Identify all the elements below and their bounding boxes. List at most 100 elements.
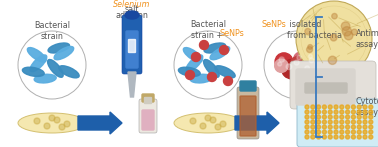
Circle shape: [54, 117, 60, 123]
FancyBboxPatch shape: [297, 99, 378, 147]
Circle shape: [328, 56, 336, 64]
Circle shape: [306, 52, 318, 64]
Circle shape: [59, 124, 65, 130]
Circle shape: [363, 125, 367, 129]
FancyBboxPatch shape: [126, 31, 138, 68]
Circle shape: [301, 6, 367, 72]
Circle shape: [297, 55, 301, 60]
Circle shape: [334, 105, 338, 109]
Ellipse shape: [204, 43, 226, 53]
Circle shape: [328, 110, 332, 114]
FancyBboxPatch shape: [142, 110, 154, 130]
Text: isolated
from bacteria: isolated from bacteria: [287, 20, 342, 40]
Text: SeNPs: SeNPs: [261, 20, 286, 29]
Circle shape: [64, 121, 70, 127]
Text: Bacterial
strain: Bacterial strain: [34, 21, 70, 41]
Circle shape: [363, 110, 367, 114]
Circle shape: [363, 115, 367, 119]
Circle shape: [369, 105, 373, 109]
Circle shape: [344, 31, 353, 40]
Circle shape: [345, 110, 350, 114]
Ellipse shape: [18, 113, 86, 133]
Circle shape: [345, 105, 350, 109]
Circle shape: [317, 110, 321, 114]
Circle shape: [369, 120, 373, 124]
Circle shape: [205, 115, 211, 121]
Circle shape: [334, 120, 338, 124]
Circle shape: [363, 120, 367, 124]
Ellipse shape: [174, 113, 242, 133]
Circle shape: [340, 135, 344, 139]
Circle shape: [363, 105, 367, 109]
Circle shape: [340, 125, 344, 129]
Ellipse shape: [48, 43, 70, 53]
Circle shape: [342, 27, 352, 36]
Circle shape: [345, 125, 350, 129]
Circle shape: [352, 135, 355, 139]
Ellipse shape: [27, 48, 46, 62]
FancyBboxPatch shape: [122, 15, 142, 74]
Circle shape: [317, 105, 321, 109]
FancyBboxPatch shape: [290, 61, 376, 109]
Circle shape: [328, 105, 332, 109]
Circle shape: [190, 118, 196, 124]
Circle shape: [311, 110, 315, 114]
Text: addition: addition: [116, 11, 149, 20]
Circle shape: [311, 130, 315, 134]
Circle shape: [357, 115, 361, 119]
Circle shape: [311, 105, 315, 109]
FancyBboxPatch shape: [142, 94, 154, 102]
Circle shape: [220, 46, 228, 55]
Circle shape: [352, 120, 355, 124]
Circle shape: [352, 130, 355, 134]
Circle shape: [174, 31, 242, 99]
FancyBboxPatch shape: [144, 97, 152, 103]
Circle shape: [322, 125, 326, 129]
FancyBboxPatch shape: [129, 40, 135, 52]
Circle shape: [311, 115, 315, 119]
Ellipse shape: [22, 67, 44, 76]
Circle shape: [18, 31, 86, 99]
Circle shape: [317, 115, 321, 119]
Circle shape: [305, 135, 309, 139]
Circle shape: [328, 120, 332, 124]
Ellipse shape: [30, 55, 47, 72]
Circle shape: [363, 135, 367, 139]
Circle shape: [352, 110, 355, 114]
FancyBboxPatch shape: [240, 96, 256, 136]
Circle shape: [200, 123, 206, 129]
Text: Antimicrobial
assays: Antimicrobial assays: [356, 29, 378, 49]
Circle shape: [322, 110, 326, 114]
Ellipse shape: [183, 48, 202, 62]
Ellipse shape: [34, 74, 56, 83]
Circle shape: [363, 130, 367, 134]
Circle shape: [334, 135, 338, 139]
Circle shape: [286, 64, 292, 70]
Ellipse shape: [59, 66, 79, 78]
Circle shape: [301, 62, 317, 78]
Circle shape: [345, 115, 350, 119]
Circle shape: [305, 66, 310, 71]
Circle shape: [210, 117, 216, 123]
Ellipse shape: [204, 60, 219, 77]
FancyBboxPatch shape: [139, 99, 157, 133]
Circle shape: [345, 135, 350, 139]
Circle shape: [279, 57, 284, 62]
Circle shape: [294, 52, 308, 67]
Text: Cytotoxicity
assays: Cytotoxicity assays: [356, 97, 378, 117]
Circle shape: [369, 110, 373, 114]
FancyBboxPatch shape: [240, 81, 256, 91]
Circle shape: [340, 110, 344, 114]
Circle shape: [220, 121, 226, 127]
Circle shape: [308, 45, 313, 49]
Text: Bacterial
strain +: Bacterial strain +: [190, 20, 226, 40]
Circle shape: [278, 62, 282, 66]
Circle shape: [369, 125, 373, 129]
Circle shape: [275, 59, 288, 72]
FancyArrow shape: [78, 112, 122, 134]
Circle shape: [311, 120, 315, 124]
Circle shape: [192, 52, 200, 61]
Circle shape: [352, 125, 355, 129]
FancyBboxPatch shape: [296, 69, 355, 105]
Circle shape: [215, 124, 221, 130]
